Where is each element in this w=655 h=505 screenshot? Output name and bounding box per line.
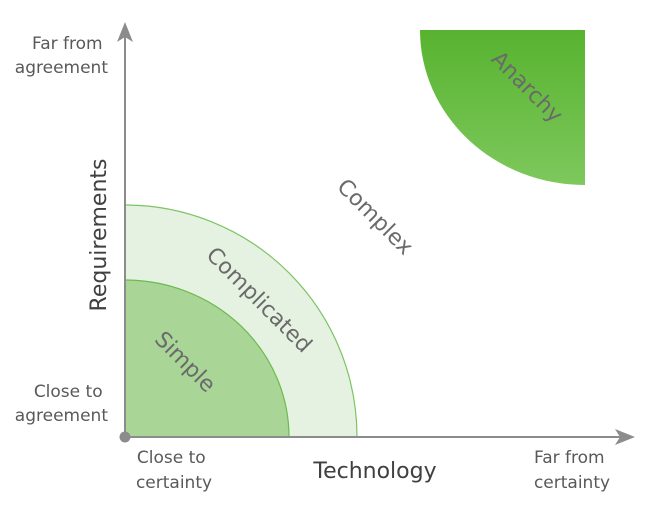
origin-dot	[119, 431, 131, 443]
anarchy-zone	[420, 30, 585, 185]
simple-zone	[124, 279, 290, 438]
y-axis-title: Requirements	[87, 159, 112, 312]
y-min-label: Close to agreement	[15, 382, 109, 426]
x-axis-arrowhead	[615, 429, 635, 445]
x-max-label: Far from certainty	[534, 448, 610, 493]
y-axis-arrowhead	[117, 22, 133, 42]
x-min-label: Close to certainty	[136, 448, 212, 493]
y-max-label: Far from agreement	[15, 34, 109, 78]
complex-label: Complex	[332, 174, 418, 260]
x-axis-title: Technology	[312, 459, 436, 484]
